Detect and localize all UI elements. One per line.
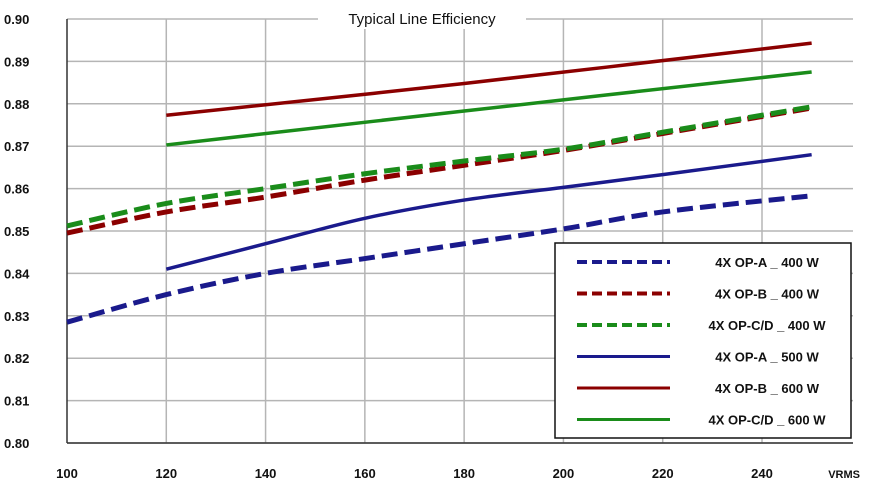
x-tick-label: 140	[255, 466, 277, 481]
series-line-3	[66, 104, 813, 229]
data-series	[66, 41, 813, 325]
y-tick-label: 0.89	[4, 54, 29, 69]
x-axis-label: VRMS	[828, 469, 860, 481]
x-tick-label: 200	[553, 466, 575, 481]
y-tick-label: 0.85	[4, 224, 29, 239]
legend-label: 4X OP-A _ 500 W	[715, 350, 819, 365]
axes: 0.80 0.81 0.82 0.83 0.84 0.85 0.86 0.87 0.88 0.89…	[4, 12, 853, 481]
x-tick-label: 220	[652, 466, 674, 481]
y-tick-label: 0.84	[4, 266, 30, 281]
legend: 4X OP-A _ 400 W 4X OP-B _ 400 W 4X OP-C/D …	[554, 242, 852, 439]
series-line-6	[166, 70, 812, 147]
y-tick-label: 0.82	[4, 351, 29, 366]
series-line-4	[165, 152, 812, 271]
y-tick-label: 0.88	[4, 97, 29, 112]
legend-label: 4X OP-B _ 400 W	[715, 287, 820, 302]
legend-label: 4X OP-C/D _ 600 W	[708, 413, 826, 428]
legend-box	[554, 242, 852, 439]
chart-title-group: Typical Line Efficiency	[318, 7, 526, 29]
y-tick-label: 0.80	[4, 436, 29, 451]
y-tick-label: 0.81	[4, 394, 29, 409]
legend-label: 4X OP-B _ 600 W	[715, 381, 820, 396]
legend-label: 4X OP-A _ 400 W	[715, 255, 819, 270]
series-line-1	[66, 193, 812, 325]
chart-title: Typical Line Efficiency	[348, 11, 496, 28]
series-line-5	[166, 41, 812, 117]
x-tick-label: 120	[155, 466, 177, 481]
y-tick-label: 0.87	[4, 139, 29, 154]
y-tick-label: 0.86	[4, 182, 29, 197]
chart-title-background	[318, 7, 526, 29]
x-tick-label: 160	[354, 466, 376, 481]
x-tick-label: 100	[56, 466, 78, 481]
x-tick-label: 240	[751, 466, 773, 481]
y-tick-label: 0.90	[4, 12, 29, 27]
legend-label: 4X OP-C/D _ 400 W	[708, 318, 826, 333]
x-tick-label: 180	[453, 466, 475, 481]
y-tick-label: 0.83	[4, 309, 29, 324]
